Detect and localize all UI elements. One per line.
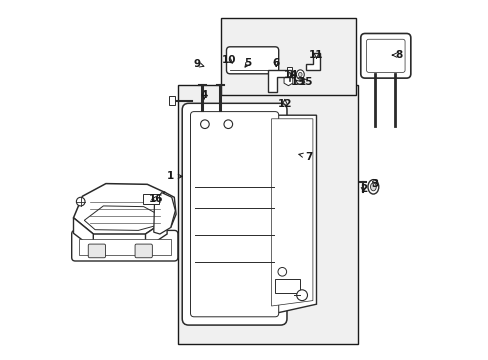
Circle shape	[200, 120, 209, 129]
Circle shape	[277, 267, 286, 276]
Polygon shape	[153, 193, 175, 234]
Text: 9: 9	[193, 59, 203, 69]
Text: 10: 10	[222, 55, 236, 66]
Text: 4: 4	[200, 90, 207, 100]
Bar	[275, 279, 300, 293]
FancyBboxPatch shape	[72, 230, 178, 261]
FancyBboxPatch shape	[366, 39, 404, 72]
Text: 3: 3	[370, 179, 378, 189]
Text: 12: 12	[277, 99, 291, 109]
Polygon shape	[163, 192, 176, 228]
Text: 2: 2	[359, 184, 366, 194]
Ellipse shape	[370, 183, 375, 191]
Polygon shape	[73, 184, 170, 234]
Text: 8: 8	[391, 50, 402, 60]
Bar	[79, 239, 170, 255]
Text: 14: 14	[284, 69, 298, 80]
Circle shape	[224, 120, 232, 129]
Polygon shape	[306, 53, 320, 70]
FancyBboxPatch shape	[135, 244, 152, 258]
Polygon shape	[145, 220, 167, 248]
Ellipse shape	[367, 180, 378, 194]
Ellipse shape	[298, 72, 302, 77]
Polygon shape	[73, 218, 93, 248]
Polygon shape	[84, 206, 161, 230]
Circle shape	[296, 290, 307, 301]
Text: 1: 1	[167, 171, 182, 181]
Ellipse shape	[296, 70, 304, 79]
FancyBboxPatch shape	[182, 103, 286, 325]
Text: 5: 5	[244, 58, 251, 68]
Text: 15: 15	[299, 77, 313, 87]
Polygon shape	[267, 115, 316, 315]
Bar	[168, 96, 175, 105]
Text: 13: 13	[290, 77, 305, 87]
Bar	[178, 85, 357, 344]
Text: 11: 11	[308, 50, 323, 60]
FancyBboxPatch shape	[360, 33, 410, 78]
Polygon shape	[271, 119, 312, 306]
Bar	[221, 18, 355, 95]
FancyBboxPatch shape	[190, 112, 278, 317]
Bar	[142, 194, 159, 204]
Text: 16: 16	[149, 194, 163, 204]
Polygon shape	[267, 70, 291, 92]
Text: 7: 7	[298, 152, 312, 162]
Text: 6: 6	[272, 58, 279, 68]
FancyBboxPatch shape	[88, 244, 105, 258]
Circle shape	[76, 197, 85, 206]
Bar	[286, 67, 292, 77]
FancyBboxPatch shape	[226, 47, 278, 74]
